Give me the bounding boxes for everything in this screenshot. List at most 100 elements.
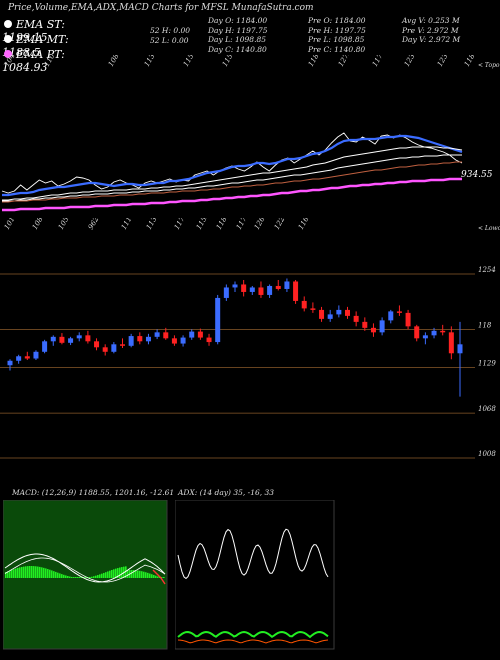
level-label: 1068 [478,405,496,413]
stat-pre-vol: Pre V: 2.972 M [402,25,459,35]
candle-body [137,336,143,342]
candle-body [414,326,420,339]
stats-volume: Avg V: 0.253 M Pre V: 2.972 M Day V: 2.9… [402,16,460,45]
macd-hist-bar [35,566,37,578]
stats-prev: Pre O: 1184.00 Pre H: 1197.75 Pre L: 109… [308,16,366,54]
macd-hist-bar [37,566,39,578]
top-tick-label: 1152 [195,218,211,231]
macd-line [4,553,166,583]
top-tick-label: 1150 [182,55,198,68]
macd-hist-bar [67,576,69,578]
stat-pre-close: Pre C: 1140.80 [308,44,366,54]
macd-hist-bar [91,576,93,578]
macd-recent-line [152,569,166,585]
macd-hist-bar [41,567,43,578]
macd-hist-bar [39,566,41,578]
macd-hist-bar [21,566,23,578]
macd-hist-bar [63,574,65,578]
macd-hist-bar [111,569,113,578]
candle-body [189,331,195,338]
legend-ema-st: EMA ST: 1199.15 [2,18,102,44]
macd-hist-bar [121,567,123,578]
macd-hist-bar [93,576,95,578]
candle-body [50,336,56,342]
macd-hist-bar [45,568,47,578]
candle-body [457,344,463,354]
legend-swatch [4,50,12,58]
macd-hist-bar [155,575,157,578]
top-tick-label: 1228 [273,218,289,231]
top-tick-label: 1117 [120,218,136,231]
macd-hist-bar [7,571,9,578]
candle-body [319,309,325,319]
top-tick-label: 1049 [3,55,19,68]
panel-label: < Lowo [478,225,500,232]
candle-body [206,337,212,343]
macd-hist-bar [73,577,75,578]
candle-body [215,297,221,343]
stat-day-close: Day C: 1140.80 [208,44,267,54]
macd-hist-bar [71,576,73,578]
candle-body [379,320,385,333]
candle-body [422,335,428,339]
top-tick-label: 1085 [107,55,123,68]
macd-hist-bar [145,572,147,578]
macd-hist-bar [137,570,139,578]
stat-avg-vol: Avg V: 0.253 M [402,16,460,25]
legend-label: EMA PT: 1084.93 [2,48,65,74]
macd-hist-bar [17,567,19,578]
macd-hist-bar [23,566,25,578]
macd-hist-bar [57,572,59,578]
macd-hist-bar [53,571,55,578]
candle-body [7,360,13,366]
macd-hist-bar [119,567,121,578]
candle-body [249,287,255,292]
level-label: 118 [478,321,492,329]
top-tick-label: 1050 [57,218,73,231]
macd-hist-bar [101,573,103,578]
legend-ema-mt: EMA MT: 1188.5 [2,33,102,59]
top-tick-label: 1178 [371,55,387,68]
macd-hist-bar [13,569,15,578]
candle-body [327,314,333,319]
candle-body [111,344,117,352]
top-tick-label: 1138 [143,55,159,68]
adx-title: ADX: (14 day) 35, -16, 33 [178,488,275,497]
level-label: 1129 [478,359,496,367]
candle-body [241,284,247,292]
top-tick-label: 1156 [221,55,237,68]
macd-hist-bar [9,570,11,578]
legend-swatch [4,35,12,43]
macd-hist-bar [65,575,67,578]
candle-body [448,332,454,354]
candle-body [301,300,307,309]
candle-body [370,327,376,333]
macd-hist-bar [135,570,137,578]
candle-body [336,309,342,315]
macd-hist-bar [11,569,13,578]
macd-hist-bar [147,572,149,578]
candle-body [431,330,437,336]
macd-hist-bar [117,568,119,578]
candle-body [267,285,273,295]
macd-hist-bar [157,576,159,578]
top-tick-label: 1188 [307,55,323,68]
candle-body [258,287,264,295]
stat-day-high: Day H: 1197.75 [208,25,268,35]
macd-hist-bar [103,572,105,578]
stat-day-low: Day L: 1098.85 [208,35,267,45]
candle-body [94,341,100,348]
panel-label: < Topo [478,62,500,69]
stat-day-vol: Day V: 2.972 M [402,35,461,45]
macd-hist-bar [69,576,71,578]
macd-hist-bar [85,577,87,578]
macd-hist-bar [29,566,31,578]
top-tick-label: 1272 [337,55,353,68]
candle-body [293,281,299,301]
macd-hist-bar [51,570,53,578]
macd-hist-bar [153,574,155,578]
candle-body [85,335,91,342]
top-tick-label: 1134 [145,218,161,231]
legend-ema-pt: EMA PT: 1084.93 [2,48,102,74]
stat-pre-high: Pre H: 1197.75 [308,25,366,35]
